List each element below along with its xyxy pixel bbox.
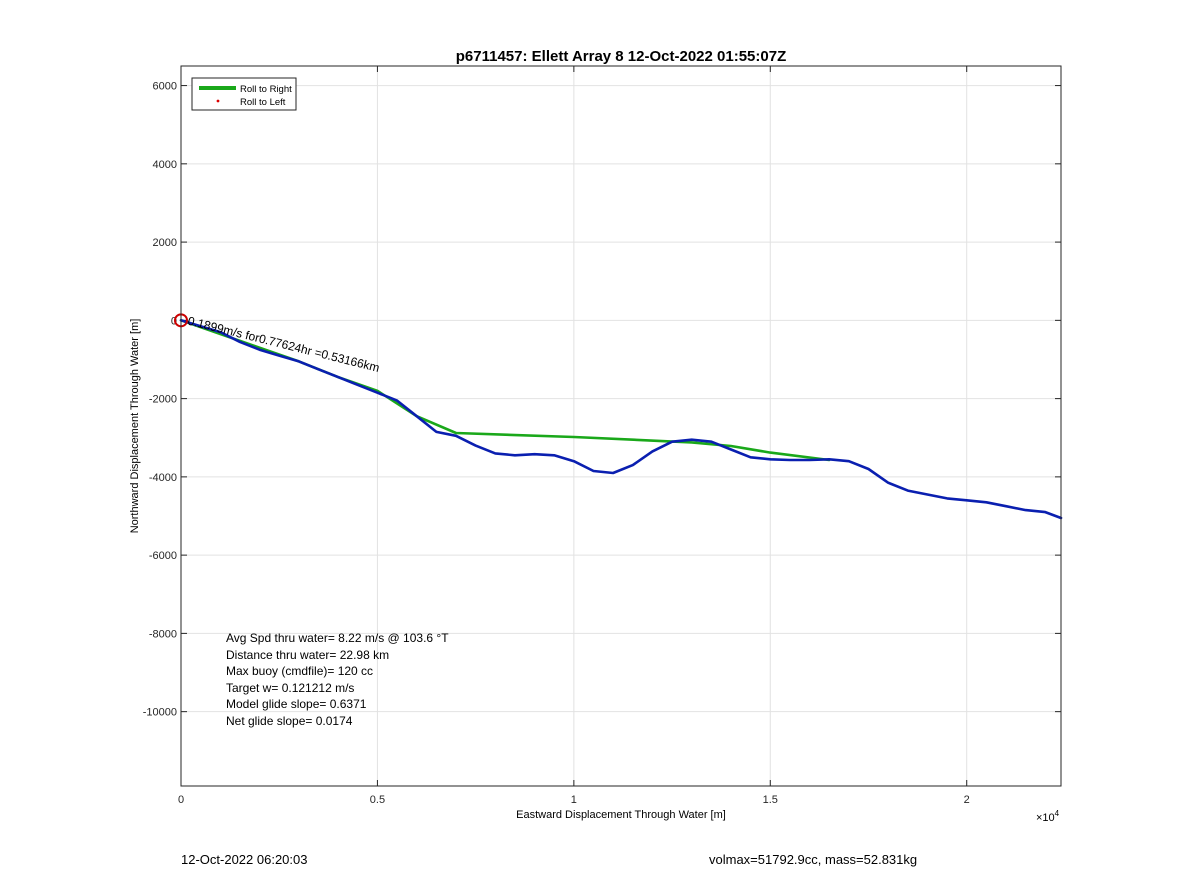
y-tick-label: 2000 — [153, 237, 177, 249]
x-tick-label: 2 — [964, 794, 970, 806]
y-tick-label: -10000 — [143, 707, 177, 719]
grid-lines — [180, 66, 1061, 786]
footer-date: 12-Oct-2022 06:20:03 — [181, 852, 308, 867]
stat-target-w: Target w= 0.121212 m/s — [226, 681, 354, 695]
chart-title: p6711457: Ellett Array 8 12-Oct-2022 01:… — [456, 48, 786, 65]
y-tick-label: 6000 — [153, 81, 177, 93]
legend-label-roll-right: Roll to Right — [240, 84, 292, 95]
y-tick-label: -8000 — [149, 628, 177, 640]
stat-model-glide: Model glide slope= 0.6371 — [226, 697, 367, 711]
y-tick-label: 4000 — [153, 159, 177, 171]
x-exponent-label: ×104 — [1036, 809, 1060, 824]
y-axis-label: Northward Displacement Through Water [m] — [129, 319, 141, 534]
axis-ticks: 0 0.5 1 1.5 2 6000 4000 2000 0 -2000 -4000 -6000 -80… — [143, 66, 1061, 806]
series-track-line — [179, 318, 1063, 520]
x-tick-label: 0.5 — [370, 794, 385, 806]
y-tick-label: -6000 — [149, 550, 177, 562]
x-tick-label: 0 — [178, 794, 184, 806]
stat-max-buoy: Max buoy (cmdfile)= 120 cc — [226, 664, 373, 678]
legend: Roll to Right Roll to Left — [191, 77, 297, 111]
stats-block: Avg Spd thru water= 8.22 m/s @ 103.6 °T … — [226, 631, 449, 728]
plot-frame — [180, 65, 1062, 787]
x-tick-label: 1 — [571, 794, 577, 806]
y-tick-label: -2000 — [149, 394, 177, 406]
legend-swatch-roll-left — [216, 99, 220, 103]
legend-box — [191, 77, 297, 111]
stat-avg-speed: Avg Spd thru water= 8.22 m/s @ 103.6 °T — [226, 631, 449, 645]
plot-area — [181, 66, 1061, 786]
series-layer — [179, 318, 1063, 520]
stat-net-glide: Net glide slope= 0.0174 — [226, 714, 353, 728]
y-tick-label: 0 — [171, 315, 177, 327]
stat-distance: Distance thru water= 22.98 km — [226, 648, 389, 662]
x-tick-label: 1.5 — [763, 794, 778, 806]
x-axis-label: Eastward Displacement Through Water [m] — [516, 809, 726, 821]
legend-label-roll-left: Roll to Left — [240, 97, 286, 108]
footer-summary: volmax=51792.9cc, mass=52.831kg — [709, 852, 918, 867]
y-tick-label: -4000 — [149, 472, 177, 484]
